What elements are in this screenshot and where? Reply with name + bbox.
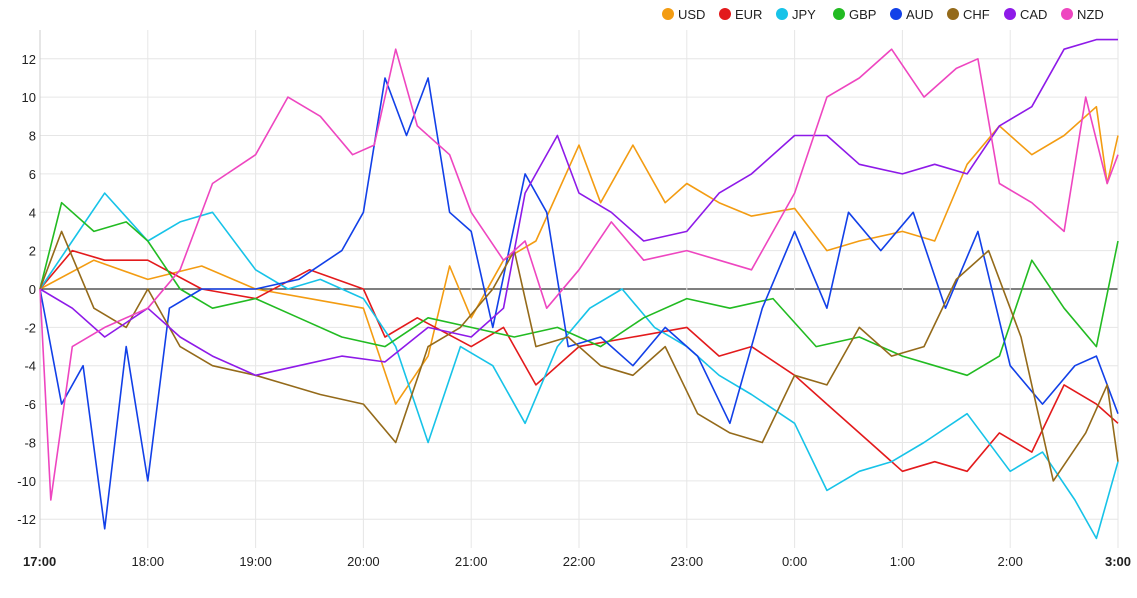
y-tick-label: -12 bbox=[17, 512, 36, 527]
legend-marker bbox=[947, 8, 959, 20]
legend-label: CHF bbox=[963, 7, 990, 22]
legend-label: EUR bbox=[735, 7, 762, 22]
legend-marker bbox=[719, 8, 731, 20]
legend-label: CAD bbox=[1020, 7, 1047, 22]
legend-label: USD bbox=[678, 7, 705, 22]
legend-marker bbox=[1004, 8, 1016, 20]
legend-item-jpy[interactable]: JPY bbox=[776, 7, 816, 22]
legend-item-aud[interactable]: AUD bbox=[890, 7, 933, 22]
legend-item-usd[interactable]: USD bbox=[662, 7, 705, 22]
axes: -12 -10 -8 -6 -4 -2 0 2 4 6 8 10 12 17:00 18:00 19:00 20… bbox=[17, 30, 1131, 569]
y-tick-label: 12 bbox=[22, 52, 36, 67]
y-tick-label: 0 bbox=[29, 282, 36, 297]
x-tick-label: 3:00 bbox=[1105, 554, 1131, 569]
series-line-usd bbox=[39, 105, 1119, 405]
x-tick-label: 22:00 bbox=[563, 554, 596, 569]
x-tick-label: 19:00 bbox=[239, 554, 272, 569]
legend[interactable]: USD EUR JPY GBP AUD CHF CAD NZD bbox=[662, 7, 1104, 22]
legend-marker bbox=[662, 8, 674, 20]
legend-label: JPY bbox=[792, 7, 816, 22]
series-line-chf bbox=[39, 230, 1119, 482]
x-tick-label: 23:00 bbox=[671, 554, 704, 569]
x-tick-label: 17:00 bbox=[23, 554, 56, 569]
legend-item-eur[interactable]: EUR bbox=[719, 7, 762, 22]
x-tick-label: 18:00 bbox=[132, 554, 165, 569]
legend-item-gbp[interactable]: GBP bbox=[833, 7, 876, 22]
series-line-nzd bbox=[39, 48, 1119, 501]
y-tick-label: -2 bbox=[24, 320, 36, 335]
y-tick-label: 8 bbox=[29, 129, 36, 144]
y-tick-label: -4 bbox=[24, 359, 36, 374]
series-line-eur bbox=[39, 249, 1119, 473]
legend-label: GBP bbox=[849, 7, 876, 22]
legend-marker bbox=[776, 8, 788, 20]
y-tick-label: 2 bbox=[29, 244, 36, 259]
x-tick-label: 0:00 bbox=[782, 554, 807, 569]
legend-marker bbox=[1061, 8, 1073, 20]
x-tick-label: 1:00 bbox=[890, 554, 915, 569]
legend-marker bbox=[890, 8, 902, 20]
legend-item-chf[interactable]: CHF bbox=[947, 7, 990, 22]
y-tick-label: -10 bbox=[17, 474, 36, 489]
x-tick-label: 2:00 bbox=[998, 554, 1023, 569]
y-tick-label: 6 bbox=[29, 167, 36, 182]
x-tick-label: 20:00 bbox=[347, 554, 380, 569]
series-line-aud bbox=[39, 77, 1119, 530]
series-line-jpy bbox=[39, 192, 1119, 540]
series-line-gbp bbox=[39, 201, 1119, 377]
legend-item-nzd[interactable]: NZD bbox=[1061, 7, 1104, 22]
y-tick-label: -6 bbox=[24, 397, 36, 412]
legend-label: NZD bbox=[1077, 7, 1104, 22]
y-tick-label: 4 bbox=[29, 205, 36, 220]
y-tick-label: 10 bbox=[22, 90, 36, 105]
y-tick-label: -8 bbox=[24, 435, 36, 450]
legend-item-cad[interactable]: CAD bbox=[1004, 7, 1047, 22]
legend-marker bbox=[833, 8, 845, 20]
legend-label: AUD bbox=[906, 7, 933, 22]
x-tick-label: 21:00 bbox=[455, 554, 488, 569]
series-lines bbox=[39, 38, 1119, 540]
series-line-cad bbox=[39, 38, 1118, 377]
